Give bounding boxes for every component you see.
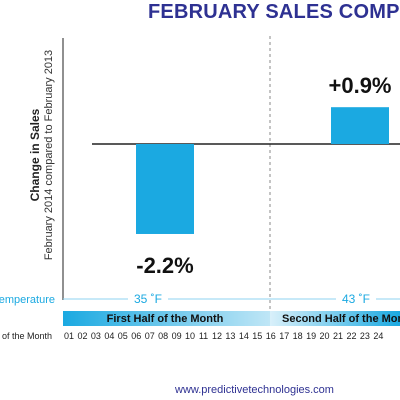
temperature-first-half: 35 ˚F	[134, 292, 162, 306]
day-tick-14: 14	[239, 331, 249, 341]
second-half-band	[270, 311, 400, 326]
day-tick-10: 10	[185, 331, 195, 341]
first-half-label: First Half of the Month	[107, 313, 224, 325]
temp-bg-first	[128, 292, 168, 306]
day-tick-18: 18	[293, 331, 303, 341]
day-tick-05: 05	[118, 331, 128, 341]
chart-title: FEBRUARY SALES COMPS	[148, 1, 400, 23]
footer-url: www.predictivetechnologies.com	[175, 384, 334, 396]
day-tick-01: 01	[64, 331, 74, 341]
day-tick-22: 22	[346, 331, 356, 341]
day-tick-19: 19	[306, 331, 316, 341]
day-tick-23: 23	[360, 331, 370, 341]
second-half-label: Second Half of the Month	[282, 313, 400, 325]
value-label-first-half: -2.2%	[136, 253, 193, 278]
temp-bg-second	[336, 292, 376, 306]
day-tick-15: 15	[252, 331, 262, 341]
day-tick-02: 02	[77, 331, 87, 341]
day-tick-04: 04	[104, 331, 114, 341]
day-tick-20: 20	[320, 331, 330, 341]
value-label-second-half: +0.9%	[329, 73, 392, 98]
day-tick-07: 07	[145, 331, 155, 341]
day-tick-labels: 01 02 03 04 05 06 07 08 09 10 11 12 13 14 15 16 17 18 19 20…	[64, 331, 383, 341]
day-tick-08: 08	[158, 331, 168, 341]
day-tick-11: 11	[199, 331, 208, 341]
day-tick-06: 06	[131, 331, 141, 341]
day-tick-09: 09	[172, 331, 182, 341]
day-tick-12: 12	[212, 331, 222, 341]
day-tick-13: 13	[225, 331, 235, 341]
temperature-label: Temperature	[0, 294, 55, 306]
temperature-second-half: 43 ˚F	[342, 292, 370, 306]
day-axis-label: Day of the Month	[0, 331, 52, 341]
day-tick-21: 21	[333, 331, 343, 341]
day-tick-17: 17	[279, 331, 289, 341]
bar-second-half	[331, 107, 389, 144]
first-half-band	[63, 311, 270, 326]
day-tick-16: 16	[266, 331, 276, 341]
day-tick-03: 03	[91, 331, 101, 341]
bar-first-half	[136, 144, 194, 234]
day-tick-24: 24	[373, 331, 383, 341]
